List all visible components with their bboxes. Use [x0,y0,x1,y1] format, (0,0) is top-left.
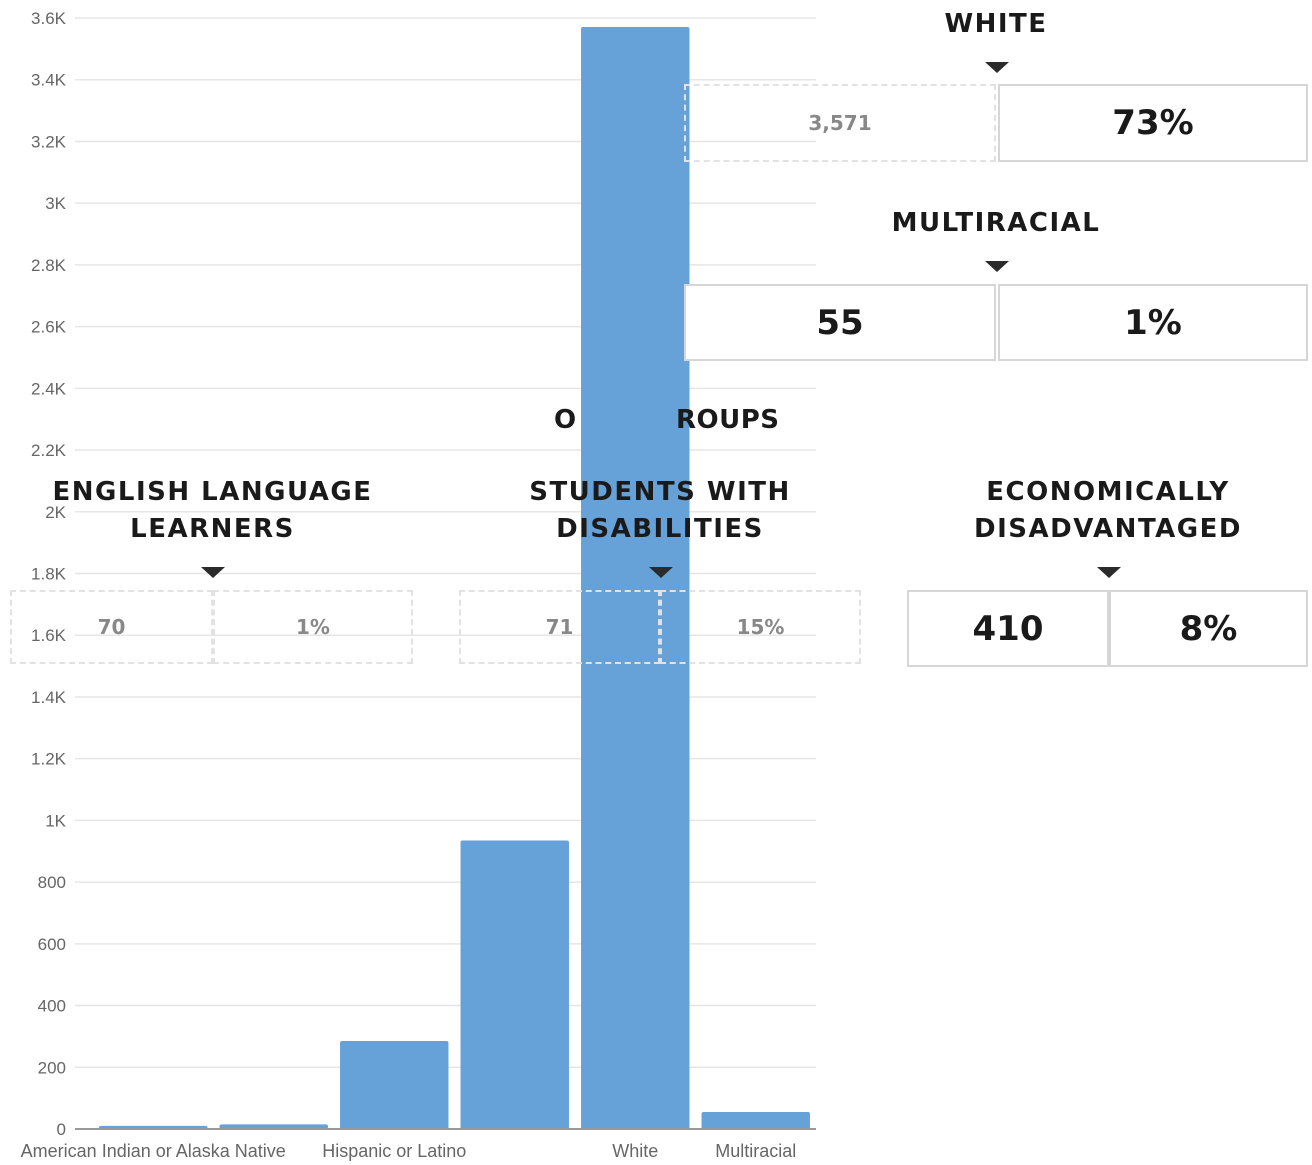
ell-percent-box: 1% [213,590,413,664]
y-tick-label: 0 [57,1120,66,1139]
ell-caret-icon [201,567,225,578]
bar[interactable] [701,1112,810,1129]
swd-caret-icon [649,567,673,578]
y-tick-label: 2.2K [31,441,67,460]
x-category-label: White [612,1141,658,1161]
other-groups-heading-left: O [554,405,577,435]
econ-title-line2: DISADVANTAGED [974,514,1242,544]
multiracial-panel-title: MULTIRACIAL [891,208,1101,238]
ell-title-line2: LEARNERS [130,514,295,544]
x-category-label: American Indian or Alaska Native [21,1141,286,1161]
y-tick-label: 2.6K [31,318,67,337]
y-tick-label: 2K [45,503,66,522]
y-tick-label: 400 [38,997,66,1016]
econ-caret-icon [1097,567,1121,578]
y-tick-label: 3.4K [31,71,67,90]
swd-percent-box: 15% [660,590,861,664]
y-tick-label: 3.6K [31,9,67,28]
y-tick-label: 1K [45,811,66,830]
swd-count-box: 71 [459,590,660,664]
white-panel-title: WHITE [944,9,1048,39]
multiracial-count-box: 55 [684,284,996,361]
y-tick-label: 3K [45,194,66,213]
bar[interactable] [460,840,569,1129]
y-tick-label: 3.2K [31,132,67,151]
econ-panel-title: ECONOMICALLY DISADVANTAGED [918,474,1298,548]
y-tick-label: 1.6K [31,626,67,645]
y-tick-label: 1.8K [31,565,67,584]
multiracial-percent-box: 1% [998,284,1308,361]
y-tick-label: 2.8K [31,256,67,275]
bar[interactable] [581,26,690,1130]
econ-count-box: 410 [907,590,1109,667]
bar[interactable] [219,1124,328,1129]
ell-panel-title: ENGLISH LANGUAGE LEARNERS [40,474,385,548]
swd-panel-title: STUDENTS WITH DISABILITIES [490,474,830,548]
y-tick-label: 1.2K [31,750,67,769]
x-category-label: Hispanic or Latino [322,1141,466,1161]
swd-title-line2: DISABILITIES [556,514,764,544]
y-tick-label: 200 [38,1058,66,1077]
x-category-label: Multiracial [715,1141,796,1161]
x-axis-labels: American Indian or Alaska Native Hispanic… [21,1141,797,1161]
other-groups-heading-right: ROUPS [676,405,780,435]
swd-title-line1: STUDENTS WITH [529,477,791,507]
white-count-box: 3,571 [684,84,996,162]
white-caret-icon [985,62,1009,73]
multiracial-caret-icon [985,261,1009,272]
bar[interactable] [340,1041,449,1129]
y-tick-label: 2.4K [31,379,67,398]
ell-count-box: 70 [10,590,213,664]
y-tick-label: 1.4K [31,688,67,707]
econ-percent-box: 8% [1109,590,1308,667]
y-tick-label: 800 [38,873,66,892]
y-tick-label: 600 [38,935,66,954]
ell-title-line1: ENGLISH LANGUAGE [52,477,373,507]
white-percent-box: 73% [998,84,1308,162]
econ-title-line1: ECONOMICALLY [986,477,1230,507]
y-axis-ticks: 0 200 400 600 800 1K 1.2K 1.4K 1.6K 1.8K 2K 2.2K 2.4… [31,9,67,1139]
